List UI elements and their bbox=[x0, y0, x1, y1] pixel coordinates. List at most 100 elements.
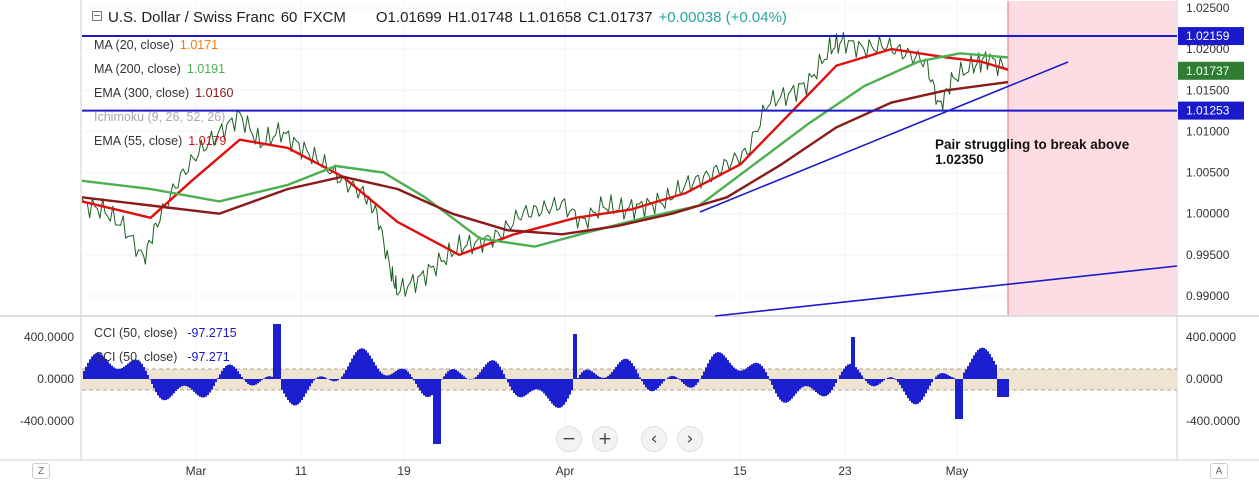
collapse-icon[interactable] bbox=[92, 11, 102, 21]
cci-bar bbox=[335, 379, 337, 381]
scroll-forward-button[interactable]: › bbox=[677, 426, 703, 452]
cci-bar bbox=[463, 376, 465, 379]
time-tick-label: 23 bbox=[838, 464, 852, 478]
cci-bar bbox=[489, 361, 491, 379]
cci-bar bbox=[647, 379, 649, 390]
cci-bar bbox=[801, 379, 803, 388]
cci-bar bbox=[849, 364, 851, 379]
cci-bar bbox=[527, 379, 529, 394]
legend-ma20[interactable]: MA (20, close)1.0171 bbox=[94, 38, 218, 52]
cci-bar bbox=[395, 371, 397, 379]
cci-bar bbox=[205, 379, 207, 397]
cci-bar bbox=[619, 362, 621, 379]
cci-bar bbox=[529, 379, 531, 392]
cci-bar bbox=[859, 372, 861, 379]
cci-bar bbox=[765, 372, 767, 379]
cci-bar bbox=[693, 379, 695, 387]
cci-bar bbox=[809, 379, 811, 387]
cci-bar bbox=[235, 369, 237, 379]
cci-bar bbox=[161, 379, 163, 399]
cci-bar bbox=[891, 377, 893, 379]
cci-bar bbox=[643, 379, 645, 385]
cci-bar bbox=[179, 379, 181, 387]
cci-bar bbox=[405, 370, 407, 379]
cci-bar bbox=[997, 379, 999, 397]
legend-ema55[interactable]: EMA (55, close)1.0179 bbox=[94, 134, 226, 148]
cci-bar bbox=[899, 379, 901, 385]
cci-bar bbox=[175, 379, 177, 391]
cci-bar bbox=[901, 379, 903, 388]
cci-bar bbox=[167, 379, 169, 399]
chart-annotation[interactable]: Pair struggling to break above 1.02350 bbox=[935, 137, 1155, 167]
cci-bar bbox=[881, 379, 883, 382]
legend-cci-1[interactable]: CCI (50, close) -97.2715 bbox=[94, 326, 237, 340]
cci-bar bbox=[159, 379, 161, 398]
cci-bar bbox=[535, 379, 537, 389]
cci-bar bbox=[623, 359, 625, 379]
legend-ichimoku[interactable]: Ichimoku (9, 26, 52, 26) bbox=[94, 110, 225, 124]
cci-bar bbox=[943, 373, 945, 379]
legend-label: EMA (55, close) bbox=[94, 134, 182, 148]
legend-value: -97.2715 bbox=[187, 326, 236, 340]
cci-bar bbox=[601, 378, 603, 379]
cci-bar bbox=[495, 362, 497, 379]
cci-bar bbox=[749, 366, 751, 379]
cci-bar bbox=[575, 334, 577, 379]
cci-bar bbox=[309, 379, 311, 386]
cci-bar bbox=[787, 379, 789, 402]
cci-bar bbox=[645, 379, 647, 387]
cci-bar bbox=[969, 362, 971, 379]
cci-bar bbox=[209, 379, 211, 393]
cci-bar bbox=[893, 378, 895, 379]
cci-bar bbox=[433, 379, 435, 444]
cci-bar bbox=[707, 363, 709, 379]
zoom-in-button[interactable]: + bbox=[592, 426, 618, 452]
cci-bar bbox=[817, 379, 819, 394]
price-tick-label: 1.00500 bbox=[1186, 166, 1230, 180]
cci-bar bbox=[905, 379, 907, 395]
cci-bar bbox=[117, 369, 119, 379]
cci-bar bbox=[375, 366, 377, 379]
cci-bar bbox=[525, 379, 527, 395]
cci-bar bbox=[779, 379, 781, 400]
cci-bar bbox=[887, 378, 889, 379]
cci-bar bbox=[275, 324, 277, 379]
cci-bar bbox=[421, 379, 423, 393]
legend-ema300[interactable]: EMA (300, close)1.0160 bbox=[94, 86, 233, 100]
cci-bar bbox=[265, 377, 267, 379]
legend-ma200[interactable]: MA (200, close)1.0191 bbox=[94, 62, 225, 76]
cci-bar bbox=[907, 379, 909, 398]
cci-bar bbox=[555, 379, 557, 407]
cci-bar bbox=[217, 378, 219, 379]
cci-bar bbox=[883, 379, 885, 380]
cci-bar bbox=[925, 379, 927, 393]
cci-bar bbox=[329, 379, 331, 380]
cci-bar bbox=[141, 364, 143, 379]
cci-bar bbox=[599, 377, 601, 379]
cci-bar bbox=[195, 379, 197, 394]
cci-bar bbox=[263, 378, 265, 379]
cci-bar bbox=[791, 379, 793, 399]
cci-bar bbox=[959, 379, 961, 419]
cci-bar bbox=[237, 371, 239, 379]
cci-bar bbox=[583, 371, 585, 379]
legend-cci-2[interactable]: CCI (50, close)-97.271 bbox=[94, 350, 230, 364]
legend-label: CCI (50, close) bbox=[94, 326, 177, 340]
cci-bar bbox=[755, 363, 757, 379]
price-label: 1.01737 bbox=[1186, 64, 1230, 78]
cci-bar bbox=[767, 376, 769, 379]
cci-bar bbox=[297, 379, 299, 404]
cci-bar bbox=[711, 357, 713, 379]
timezone-button[interactable]: Z bbox=[32, 463, 50, 479]
auto-scale-button[interactable]: A bbox=[1210, 463, 1228, 479]
zoom-out-button[interactable]: − bbox=[556, 426, 582, 452]
price-tick-label: 1.01500 bbox=[1186, 83, 1230, 97]
cci-bar bbox=[613, 370, 615, 379]
cci-bar bbox=[617, 364, 619, 379]
cci-bar bbox=[567, 379, 569, 399]
cci-bar bbox=[995, 365, 997, 379]
cci-bar bbox=[511, 379, 513, 390]
cci-bar bbox=[213, 379, 215, 386]
cci-bar bbox=[687, 379, 689, 387]
scroll-back-button[interactable]: ‹ bbox=[641, 426, 667, 452]
